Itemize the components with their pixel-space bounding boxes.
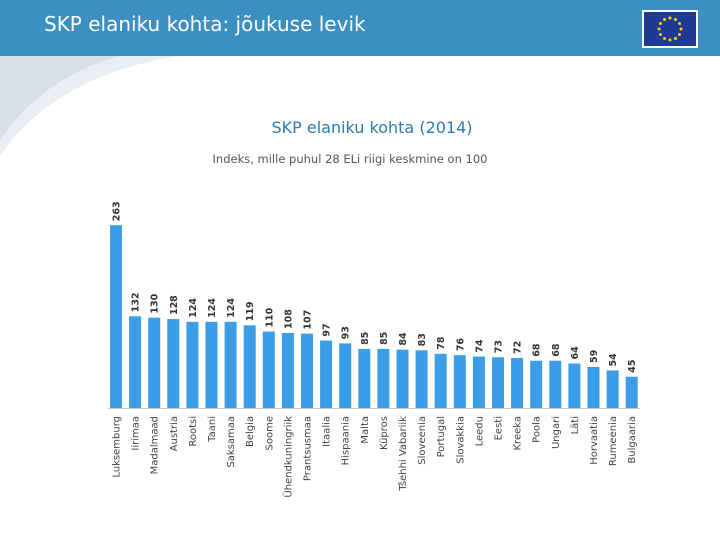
- bar-value-label: 108: [283, 309, 294, 329]
- category-label: Leedu: [474, 416, 485, 446]
- category-label: Ühendkuningriik: [281, 416, 294, 498]
- category-label: Sloveenia: [417, 416, 428, 465]
- bar-value-label: 124: [226, 298, 237, 318]
- category-label: Horvaatia: [589, 416, 600, 465]
- bar-value-label: 78: [436, 336, 447, 350]
- page-title: SKP elaniku kohta: jõukuse levik: [44, 12, 366, 36]
- bar: [434, 353, 447, 408]
- category-label: Itaalia: [322, 416, 333, 447]
- category-label: Malta: [360, 416, 371, 444]
- eu-flag-icon: [642, 10, 698, 48]
- category-label: Eesti: [494, 416, 505, 440]
- category-label: Bulgaaria: [627, 416, 638, 464]
- bar-value-label: 130: [150, 293, 161, 313]
- category-label: Madalmaad: [150, 416, 161, 474]
- category-label: Rumeenia: [608, 416, 619, 466]
- bar-value-label: 97: [322, 323, 333, 336]
- category-label: Ungari: [551, 416, 562, 449]
- bar-value-label: 74: [474, 339, 485, 353]
- bar-value-label: 84: [398, 332, 409, 346]
- category-label: Taani: [207, 416, 218, 443]
- bar-value-label: 110: [264, 307, 275, 327]
- bar: [606, 370, 619, 408]
- bar: [339, 343, 352, 408]
- bar: [396, 349, 409, 408]
- bar: [568, 363, 581, 408]
- bar: [358, 348, 371, 408]
- bar: [492, 357, 504, 408]
- bar-value-label: 45: [627, 359, 638, 372]
- bar: [415, 350, 428, 408]
- bar: [262, 331, 275, 408]
- category-label: Kreeka: [513, 416, 524, 451]
- category-label: Iirimaa: [131, 416, 142, 451]
- bar-value-label: 64: [570, 346, 581, 360]
- bar: [320, 340, 333, 408]
- bar: [110, 225, 122, 408]
- decorative-swoosh: [0, 56, 180, 156]
- bar-value-label: 83: [417, 333, 428, 346]
- bar-value-label: 73: [494, 340, 505, 353]
- category-label: Prantsusmaa: [303, 416, 314, 481]
- bar-value-label: 68: [551, 343, 562, 357]
- category-label: Slovakkia: [455, 416, 466, 464]
- category-label: Poola: [532, 416, 543, 443]
- bar: [224, 321, 237, 408]
- bar: [587, 366, 600, 408]
- bar-value-label: 85: [379, 332, 390, 345]
- bar: [625, 376, 638, 408]
- category-label: Küpros: [379, 416, 390, 450]
- bar: [530, 360, 543, 408]
- header-bar: SKP elaniku kohta: jõukuse levik: [0, 0, 720, 56]
- bar-value-label: 85: [360, 332, 371, 345]
- category-label: Rootsi: [188, 416, 199, 447]
- bar-value-label: 59: [589, 350, 600, 363]
- bar: [377, 348, 390, 408]
- bar-value-label: 124: [207, 298, 218, 318]
- category-label: Belgia: [245, 416, 256, 447]
- category-label: Austria: [169, 416, 180, 451]
- bar: [472, 356, 485, 408]
- bar-value-label: 263: [112, 201, 123, 221]
- bar: [549, 360, 562, 408]
- bar-value-label: 72: [513, 341, 524, 354]
- category-label: Läti: [570, 416, 581, 434]
- bar-value-label: 128: [169, 295, 180, 315]
- bar: [129, 316, 142, 408]
- category-label: Luksemburg: [112, 416, 123, 478]
- category-label: Portugal: [436, 416, 447, 457]
- bar: [243, 325, 256, 408]
- bar: [148, 317, 161, 408]
- bar-value-label: 132: [131, 292, 142, 312]
- bar: [205, 321, 218, 408]
- bar: [186, 321, 199, 408]
- bar-value-label: 119: [245, 301, 256, 321]
- chart-subtitle: Indeks, mille puhul 28 ELi riigi keskmin…: [212, 152, 488, 166]
- bar: [281, 332, 294, 408]
- bar: [453, 355, 466, 408]
- chart-title: SKP elaniku kohta (2014): [271, 118, 473, 137]
- bar-value-label: 107: [303, 310, 314, 330]
- bar-value-label: 76: [455, 338, 466, 352]
- bar-value-label: 93: [341, 326, 352, 339]
- category-label: Tšehhi Vabariik: [397, 416, 409, 492]
- category-label: Hispaania: [341, 416, 352, 465]
- bar: [511, 357, 524, 408]
- bar-value-label: 68: [532, 343, 543, 357]
- bar-value-label: 54: [608, 353, 619, 367]
- category-label: Saksamaa: [226, 416, 237, 468]
- category-label: Soome: [264, 416, 275, 450]
- bar: [167, 319, 180, 408]
- bar: [301, 333, 313, 408]
- bar-value-label: 124: [188, 298, 199, 318]
